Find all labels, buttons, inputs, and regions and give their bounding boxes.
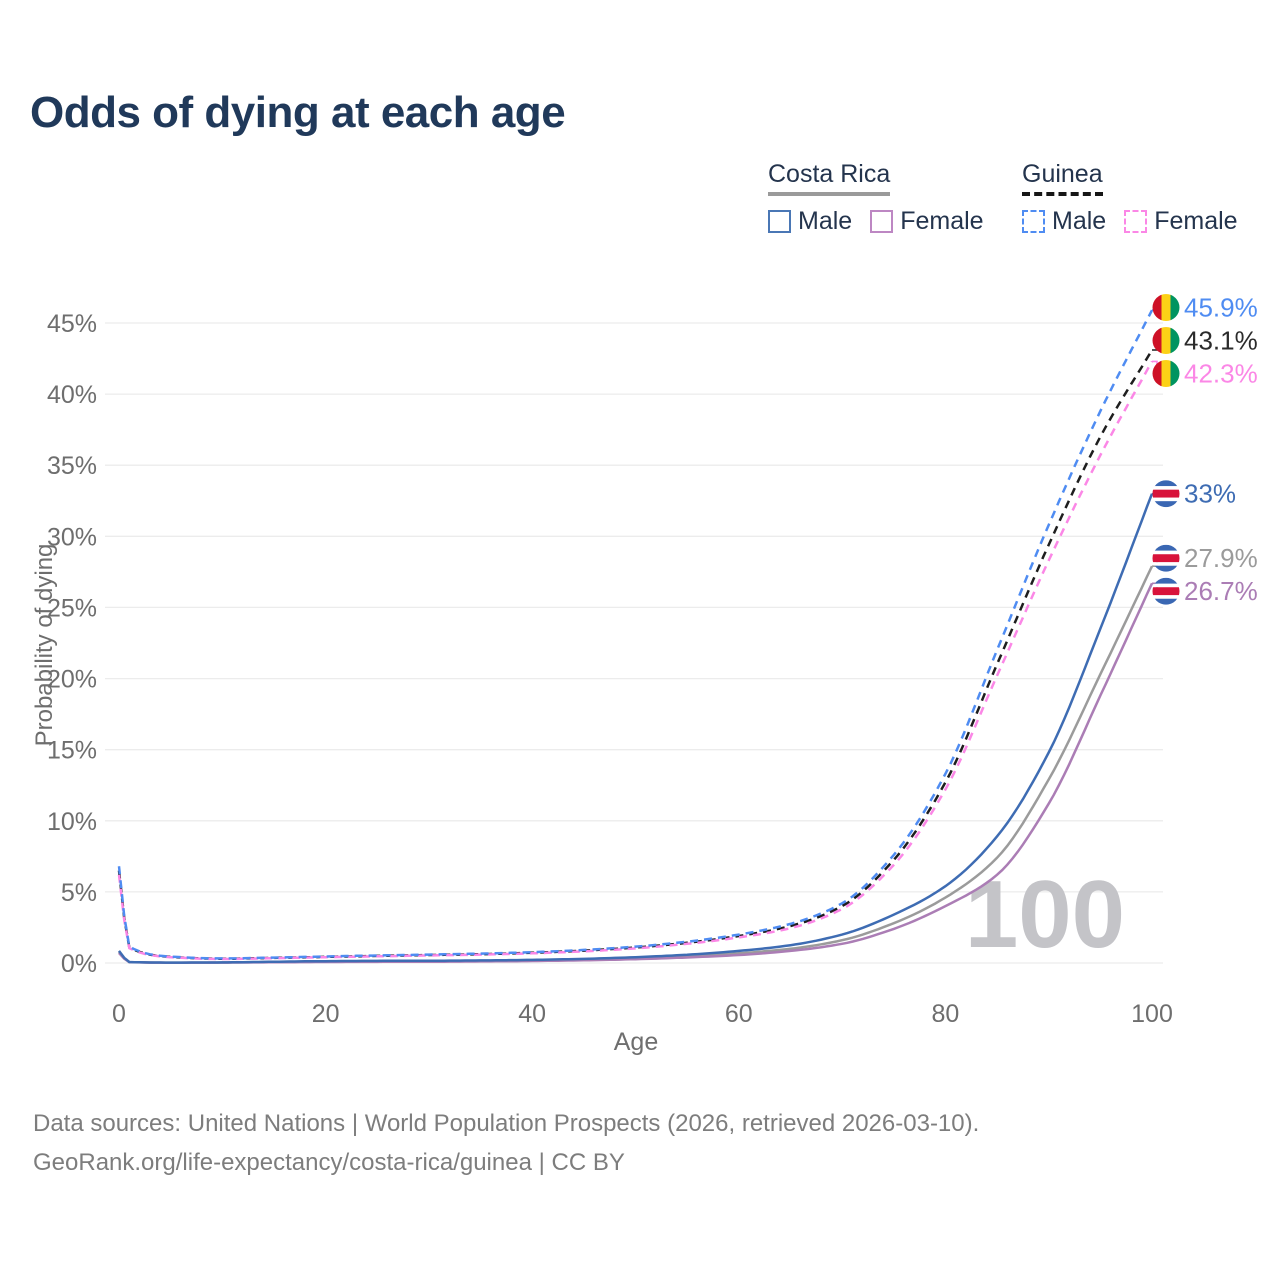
guinea-female-swatch-icon bbox=[1124, 210, 1148, 233]
legend-item-costa-rica-female[interactable]: Female bbox=[870, 207, 984, 236]
legend-label-costa-rica-male: Male bbox=[798, 207, 853, 235]
end-label-layer: 45.9%43.1%42.3% 33% 27.9%26.7% bbox=[1152, 293, 1258, 606]
y-tick-label: 35% bbox=[47, 452, 97, 480]
guinea-flag-icon bbox=[1152, 360, 1180, 387]
series-line-costa-rica-male bbox=[118, 493, 1154, 964]
costa-rica-female-swatch-icon bbox=[870, 210, 894, 233]
end-value-label-guinea-female: 42.3% bbox=[1184, 359, 1258, 389]
legend-row-guinea: Male Female bbox=[1022, 207, 1238, 236]
y-tick-label: 10% bbox=[47, 808, 97, 836]
end-value-label-costa-rica-male: 33% bbox=[1184, 479, 1236, 509]
legend-header-guinea[interactable]: Guinea bbox=[1022, 160, 1103, 196]
legend-group-costa-rica: Costa Rica Male Female bbox=[768, 160, 984, 236]
end-value-label-costa-rica-both: 27.9% bbox=[1184, 543, 1258, 573]
y-tick-label: 5% bbox=[61, 879, 97, 907]
footer: Data sources: United Nations | World Pop… bbox=[33, 1104, 979, 1182]
guinea-flag-icon bbox=[1152, 294, 1180, 321]
legend-header-costa-rica[interactable]: Costa Rica bbox=[768, 160, 891, 196]
legend-item-guinea-male[interactable]: Male bbox=[1022, 207, 1106, 236]
guinea-flag-icon bbox=[1152, 327, 1180, 354]
costa-rica-flag-icon bbox=[1152, 577, 1180, 605]
x-tick-label: 60 bbox=[725, 1000, 753, 1028]
y-tick-label: 25% bbox=[47, 594, 97, 622]
y-tick-label: 30% bbox=[47, 523, 97, 551]
legend-label-guinea-female: Female bbox=[1154, 207, 1238, 235]
footer-data-sources: Data sources: United Nations | World Pop… bbox=[33, 1110, 980, 1137]
x-tick-label: 40 bbox=[518, 1000, 546, 1028]
costa-rica-flag-icon bbox=[1152, 480, 1180, 508]
grid-layer: 0% 5% 10% 15% 20% 25% 30% 35% 40% 45% 0 20 40 60 80 100 bbox=[47, 310, 1173, 1028]
series-layer bbox=[117, 309, 1154, 964]
page-title: Odds of dying at each age bbox=[30, 88, 566, 137]
series-line-guinea-female bbox=[117, 360, 1154, 961]
y-axis-title: Probability of dying bbox=[31, 544, 58, 747]
y-tick-label: 40% bbox=[47, 381, 97, 409]
footer-attribution-link[interactable]: GeoRank.org/life-expectancy/costa-rica/g… bbox=[33, 1149, 625, 1176]
costa-rica-male-swatch-icon bbox=[768, 210, 791, 233]
legend-item-guinea-female[interactable]: Female bbox=[1124, 207, 1238, 236]
legend-row-costa-rica: Male Female bbox=[768, 207, 984, 236]
y-tick-label: 15% bbox=[47, 737, 97, 765]
end-value-label-costa-rica-female: 26.7% bbox=[1184, 576, 1258, 606]
legend-label-costa-rica-female: Female bbox=[900, 207, 984, 235]
guinea-male-swatch-icon bbox=[1022, 210, 1045, 233]
end-value-label-guinea-male: 45.9% bbox=[1184, 293, 1258, 323]
age-counter-watermark: 100 bbox=[965, 861, 1125, 968]
costa-rica-flag-icon bbox=[1152, 544, 1180, 572]
y-tick-label: 20% bbox=[47, 666, 97, 694]
legend-label-guinea-male: Male bbox=[1052, 207, 1107, 235]
legend-group-guinea: Guinea Male Female bbox=[1022, 160, 1238, 236]
x-axis-title: Age bbox=[614, 1028, 658, 1056]
y-tick-label: 0% bbox=[61, 950, 97, 978]
x-tick-label: 100 bbox=[1131, 1000, 1173, 1028]
x-tick-label: 0 bbox=[112, 1000, 126, 1028]
y-tick-label: 45% bbox=[47, 310, 97, 338]
series-line-guinea-male bbox=[117, 309, 1154, 960]
x-tick-label: 80 bbox=[931, 1000, 959, 1028]
end-value-label-guinea-both: 43.1% bbox=[1184, 326, 1258, 356]
x-tick-label: 20 bbox=[312, 1000, 340, 1028]
legend-item-costa-rica-male[interactable]: Male bbox=[768, 207, 852, 236]
